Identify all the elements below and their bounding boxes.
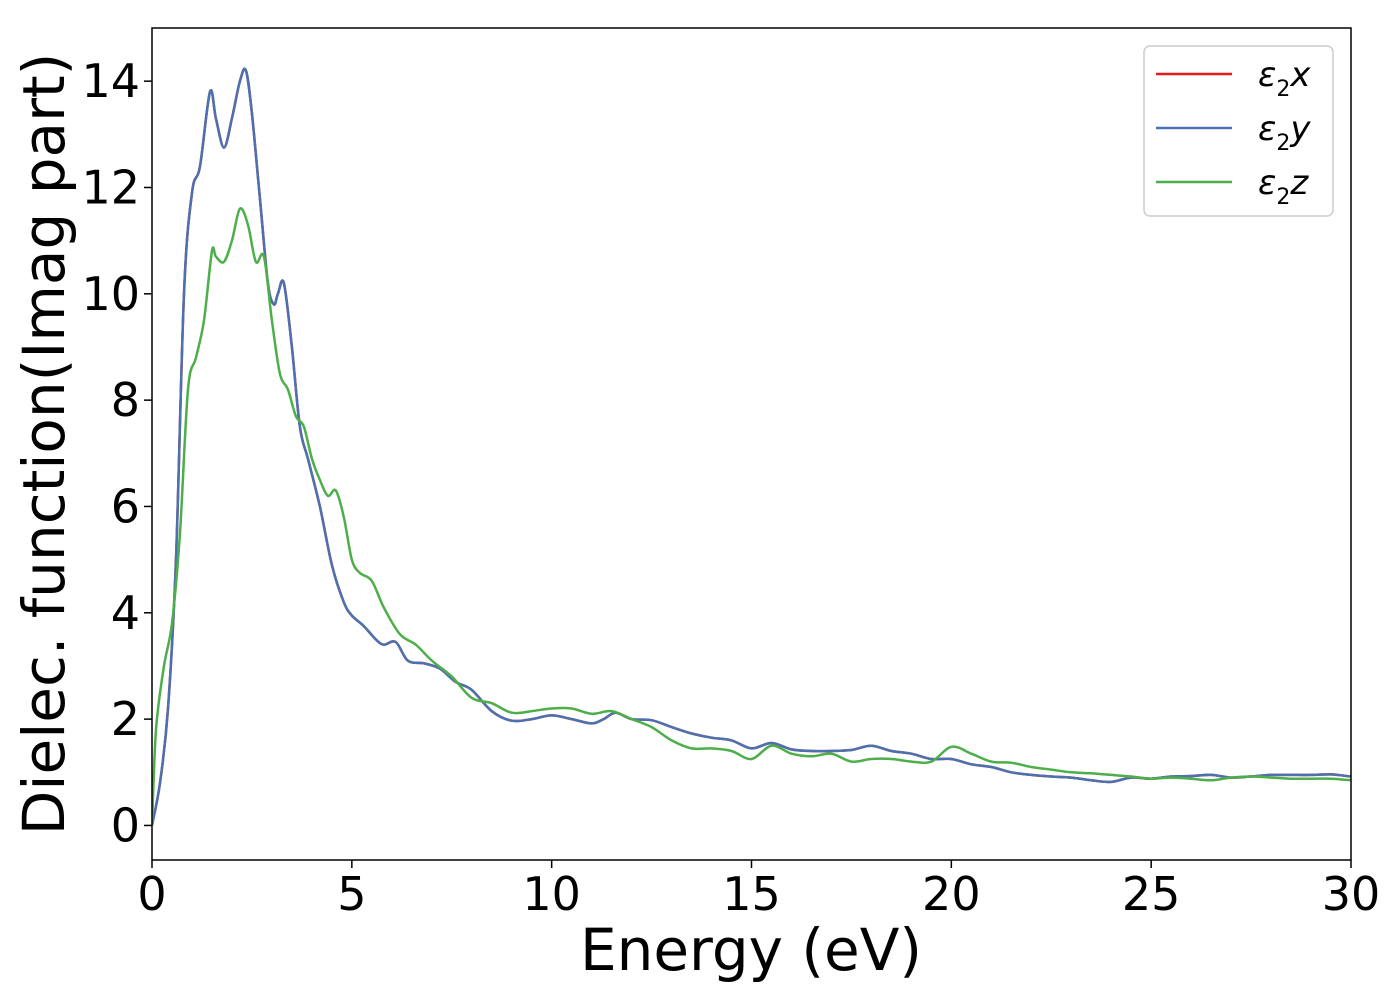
y-axis-label: Dielec. function(Imag part) bbox=[10, 53, 78, 836]
legend-box bbox=[1143, 45, 1334, 217]
legend-entries: ε2x ε2y ε2z bbox=[1156, 55, 1311, 210]
y-tick-label: 0 bbox=[111, 798, 140, 852]
legend-label-x: ε2x bbox=[1258, 55, 1311, 102]
ticks-layer: 0 5 10 15 20 25 30 0 2 4 6 8 10 12 14 bbox=[81, 54, 1380, 921]
x-tick-label: 0 bbox=[137, 867, 166, 921]
x-axis-label: Energy (eV) bbox=[580, 916, 922, 984]
y-tick-label: 14 bbox=[81, 54, 140, 108]
series-line-y bbox=[152, 67, 1351, 826]
x-tick-label: 15 bbox=[722, 867, 781, 921]
y-tick-label: 12 bbox=[81, 160, 140, 214]
x-tick-label: 30 bbox=[1322, 867, 1381, 921]
y-tick-label: 2 bbox=[111, 692, 140, 746]
x-tick-label: 10 bbox=[522, 867, 581, 921]
legend: ε2x ε2y ε2z bbox=[1143, 45, 1334, 217]
legend-label-y: ε2y bbox=[1258, 109, 1311, 156]
series-line-z bbox=[152, 207, 1351, 826]
x-tick-label: 20 bbox=[922, 867, 981, 921]
x-tick-label: 25 bbox=[1122, 867, 1181, 921]
y-tick-label: 6 bbox=[111, 479, 140, 533]
y-tick-label: 4 bbox=[111, 586, 140, 640]
y-tick-label: 8 bbox=[111, 373, 140, 427]
y-tick-label: 10 bbox=[81, 267, 140, 321]
series-layer bbox=[152, 67, 1351, 826]
x-tick-label: 5 bbox=[337, 867, 366, 921]
legend-label-z: ε2z bbox=[1258, 163, 1309, 210]
